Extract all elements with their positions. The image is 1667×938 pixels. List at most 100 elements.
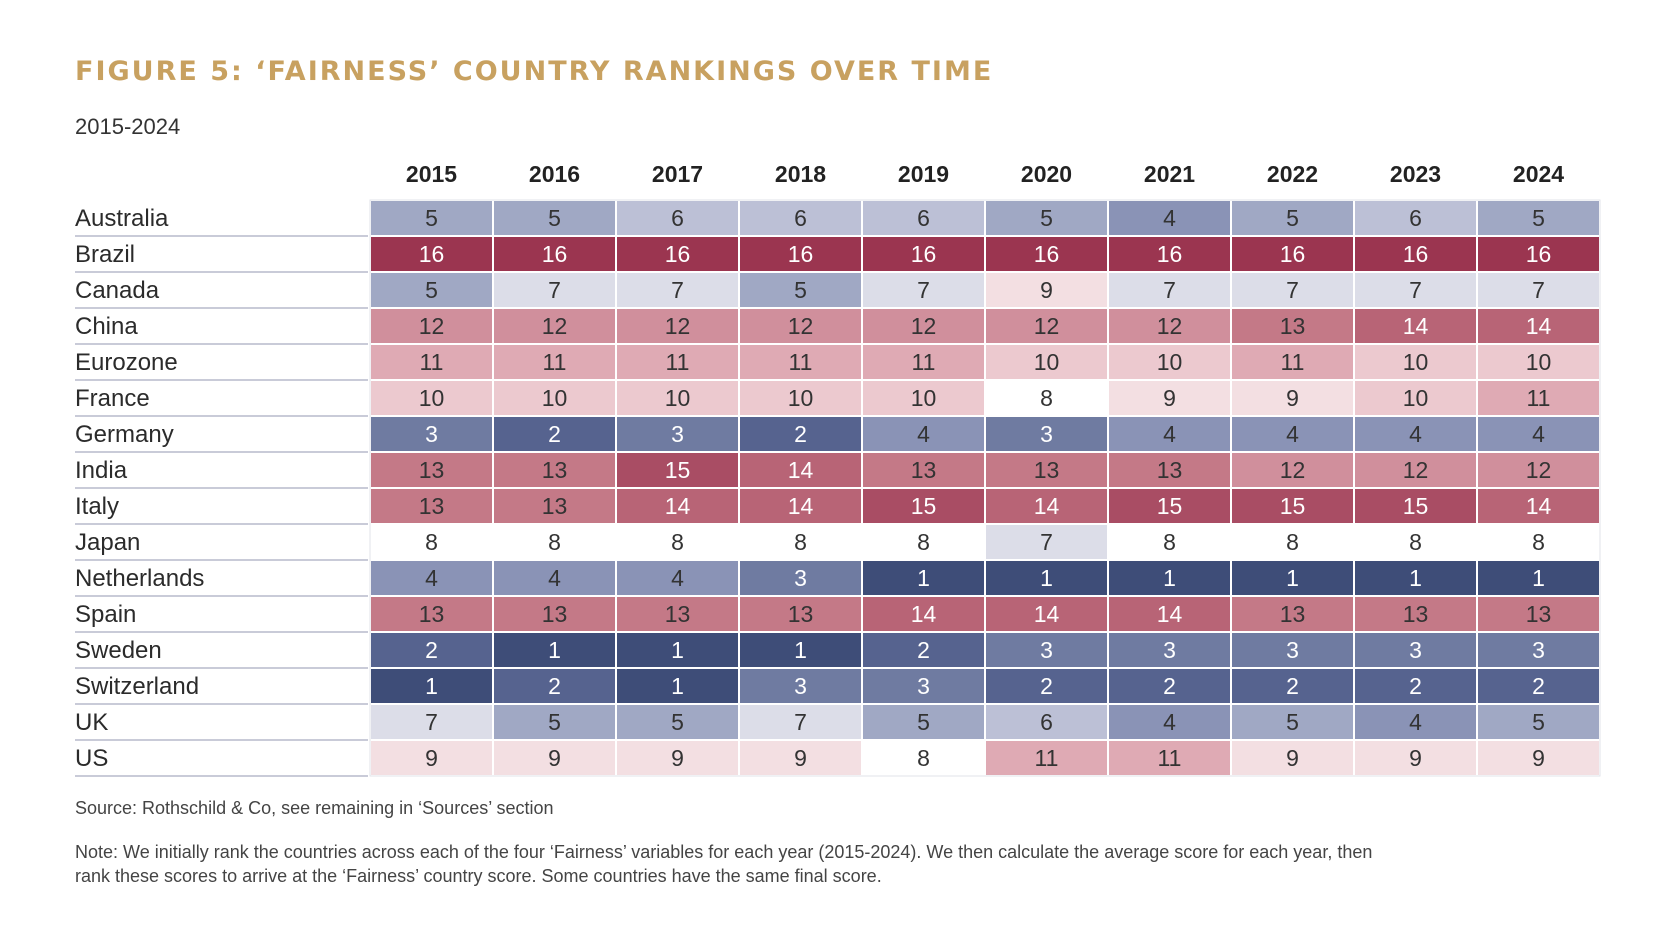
- cell-value-germany-2023: 4: [1409, 421, 1422, 447]
- heatmap-cell-netherlands-2023: [1353, 559, 1478, 597]
- cell-value-china-2015: 12: [419, 313, 445, 339]
- column-header-2015: 2015: [406, 161, 457, 187]
- cell-value-us-2019: 8: [917, 745, 930, 771]
- heatmap-cell-france-2015: [369, 379, 494, 417]
- row-label-india: India: [75, 457, 128, 484]
- row-label-switzerland: Switzerland: [75, 673, 199, 700]
- cell-value-japan-2020: 7: [1040, 529, 1053, 555]
- cell-value-india-2017: 15: [665, 457, 691, 483]
- cell-value-germany-2020: 3: [1040, 421, 1053, 447]
- heatmap-cell-netherlands-2021: [1107, 559, 1232, 597]
- cell-value-sweden-2016: 1: [548, 637, 561, 663]
- heatmap-cell-netherlands-2020: [984, 559, 1109, 597]
- heatmap-cell-eurozone-2018: [738, 343, 863, 381]
- heatmap-cell-switzerland-2017: [615, 667, 740, 705]
- heatmap-cell-india-2016: [492, 451, 617, 489]
- heatmap-cell-us-2019: [861, 739, 986, 777]
- cell-value-italy-2017: 14: [665, 493, 691, 519]
- heatmap-cell-italy-2017: [615, 487, 740, 525]
- cell-value-eurozone-2020: 10: [1034, 349, 1060, 375]
- cell-value-france-2015: 10: [419, 385, 445, 411]
- heatmap-cell-us-2022: [1230, 739, 1355, 777]
- heatmap-cell-france-2023: [1353, 379, 1478, 417]
- heatmap-cell-japan-2022: [1230, 523, 1355, 561]
- cell-value-switzerland-2015: 1: [425, 673, 438, 699]
- column-header-2022: 2022: [1267, 161, 1318, 187]
- heatmap-cell-france-2019: [861, 379, 986, 417]
- cell-value-australia-2018: 6: [794, 205, 807, 231]
- cell-value-netherlands-2019: 1: [917, 565, 930, 591]
- heatmap-cell-japan-2019: [861, 523, 986, 561]
- cell-value-canada-2016: 7: [548, 277, 561, 303]
- cell-value-india-2018: 14: [788, 457, 814, 483]
- row-label-eurozone: Eurozone: [75, 349, 178, 376]
- cell-value-uk-2015: 7: [425, 709, 438, 735]
- cell-value-canada-2015: 5: [425, 277, 438, 303]
- column-header-2016: 2016: [529, 161, 580, 187]
- heatmap-cell-australia-2017: [615, 199, 740, 237]
- cell-value-netherlands-2022: 1: [1286, 565, 1299, 591]
- heatmap-cell-france-2024: [1476, 379, 1601, 417]
- cell-value-brazil-2018: 16: [788, 241, 814, 267]
- heatmap-cell-japan-2020: [984, 523, 1109, 561]
- heatmap-cell-canada-2024: [1476, 271, 1601, 309]
- cell-value-china-2018: 12: [788, 313, 814, 339]
- cell-value-japan-2023: 8: [1409, 529, 1422, 555]
- subtitle: 2015-2024: [75, 114, 181, 139]
- cell-value-france-2021: 9: [1163, 385, 1176, 411]
- cell-value-brazil-2020: 16: [1034, 241, 1060, 267]
- cell-value-us-2022: 9: [1286, 745, 1299, 771]
- cell-value-china-2022: 13: [1280, 313, 1306, 339]
- cell-value-switzerland-2021: 2: [1163, 673, 1176, 699]
- cell-value-china-2020: 12: [1034, 313, 1060, 339]
- heatmap-cell-switzerland-2022: [1230, 667, 1355, 705]
- heatmap-cell-uk-2021: [1107, 703, 1232, 741]
- heatmap-cell-switzerland-2021: [1107, 667, 1232, 705]
- heatmap-cell-china-2022: [1230, 307, 1355, 345]
- cell-value-australia-2017: 6: [671, 205, 684, 231]
- heatmap-cell-canada-2016: [492, 271, 617, 309]
- cell-value-brazil-2016: 16: [542, 241, 568, 267]
- heatmap-cell-australia-2019: [861, 199, 986, 237]
- heatmap-cell-spain-2020: [984, 595, 1109, 633]
- cell-value-uk-2016: 5: [548, 709, 561, 735]
- cell-value-japan-2015: 8: [425, 529, 438, 555]
- cell-value-france-2020: 8: [1040, 385, 1053, 411]
- heatmap-cell-brazil-2022: [1230, 235, 1355, 273]
- cell-value-eurozone-2024: 10: [1526, 349, 1552, 375]
- cell-value-uk-2017: 5: [671, 709, 684, 735]
- cell-value-us-2018: 9: [794, 745, 807, 771]
- cell-value-brazil-2019: 16: [911, 241, 937, 267]
- cell-value-sweden-2021: 3: [1163, 637, 1176, 663]
- methodology-note: Note: We initially rank the countries ac…: [75, 842, 1373, 886]
- row-label-brazil: Brazil: [75, 241, 135, 268]
- cell-value-us-2024: 9: [1532, 745, 1545, 771]
- cell-value-eurozone-2018: 11: [789, 349, 813, 375]
- cell-value-spain-2022: 13: [1280, 601, 1306, 627]
- cell-value-canada-2021: 7: [1163, 277, 1176, 303]
- column-header-2018: 2018: [775, 161, 826, 187]
- cell-value-china-2023: 14: [1403, 313, 1429, 339]
- heatmap-cell-spain-2016: [492, 595, 617, 633]
- cell-value-spain-2017: 13: [665, 601, 691, 627]
- cell-value-australia-2015: 5: [425, 205, 438, 231]
- cell-value-switzerland-2022: 2: [1286, 673, 1299, 699]
- row-label-germany: Germany: [75, 421, 174, 448]
- cell-value-china-2024: 14: [1526, 313, 1552, 339]
- cell-value-sweden-2019: 2: [917, 637, 930, 663]
- heatmap-cell-us-2015: [369, 739, 494, 777]
- cell-value-japan-2016: 8: [548, 529, 561, 555]
- cell-value-india-2015: 13: [419, 457, 445, 483]
- cell-value-switzerland-2024: 2: [1532, 673, 1545, 699]
- heatmap-cell-spain-2019: [861, 595, 986, 633]
- heatmap-cell-netherlands-2016: [492, 559, 617, 597]
- cell-value-germany-2018: 2: [794, 421, 807, 447]
- cell-value-italy-2019: 15: [911, 493, 937, 519]
- heatmap-cell-sweden-2021: [1107, 631, 1232, 669]
- heatmap-cell-sweden-2017: [615, 631, 740, 669]
- heatmap-cell-sweden-2022: [1230, 631, 1355, 669]
- heatmap-cell-brazil-2021: [1107, 235, 1232, 273]
- cell-value-eurozone-2023: 10: [1403, 349, 1429, 375]
- heatmap-cell-china-2021: [1107, 307, 1232, 345]
- heatmap-cell-us-2018: [738, 739, 863, 777]
